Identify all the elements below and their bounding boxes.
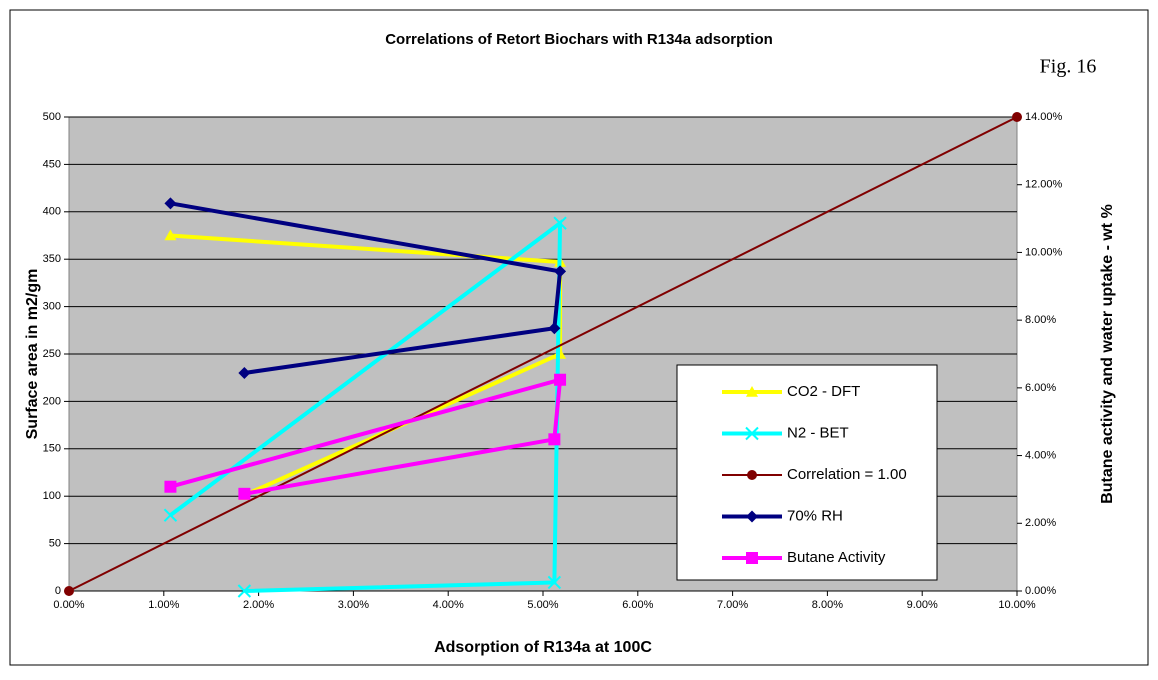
legend-marker: [747, 470, 757, 480]
marker: [163, 508, 178, 522]
marker: [164, 197, 177, 210]
chart-title: Correlations of Retort Biochars with R13…: [385, 31, 773, 48]
legend-label: N2 - BET: [787, 424, 849, 441]
x-tick-label: 0.00%: [53, 599, 84, 611]
marker: [238, 487, 251, 500]
marker: [64, 586, 74, 596]
y2-tick-label: 4.00%: [1025, 449, 1056, 461]
marker: [164, 480, 177, 493]
y-tick-label: 50: [49, 538, 61, 550]
y-tick-label: 200: [43, 395, 61, 407]
marker: [554, 373, 567, 386]
x-tick-label: 1.00%: [148, 599, 179, 611]
legend-marker: [746, 386, 758, 397]
y2-tick-label: 0.00%: [1025, 585, 1056, 597]
y2-axis-label: Butane activity and water uptake - wt %: [1099, 204, 1116, 504]
series-line: [68, 116, 1018, 592]
x-tick-label: 6.00%: [622, 599, 653, 611]
y-tick-label: 250: [43, 348, 61, 360]
marker: [547, 575, 562, 590]
legend-label: Correlation = 1.00: [787, 466, 907, 483]
marker: [554, 265, 567, 278]
legend-label: Butane Activity: [787, 549, 886, 566]
legend-marker: [745, 426, 759, 441]
legend-label: 70% RH: [787, 507, 843, 524]
marker: [1012, 112, 1022, 122]
x-tick-label: 8.00%: [812, 599, 843, 611]
legend-marker: [746, 510, 758, 523]
legend-label: CO2 - DFT: [787, 383, 860, 400]
y2-tick-label: 14.00%: [1025, 111, 1063, 123]
y-tick-label: 0: [55, 585, 61, 597]
x-tick-label: 2.00%: [243, 599, 274, 611]
legend-marker: [746, 552, 758, 564]
x-tick-label: 9.00%: [907, 599, 938, 611]
x-tick-label: 3.00%: [338, 599, 369, 611]
y-tick-label: 500: [43, 111, 61, 123]
x-tick-label: 4.00%: [433, 599, 464, 611]
annotation: Fig. 16: [1040, 56, 1097, 78]
y-axis-label: Surface area in m2/gm: [24, 269, 41, 440]
y2-tick-label: 8.00%: [1025, 314, 1056, 326]
y2-tick-label: 10.00%: [1025, 246, 1063, 258]
series-line: [170, 201, 563, 375]
marker: [164, 229, 177, 241]
x-tick-label: 10.00%: [998, 599, 1036, 611]
y-tick-label: 450: [43, 158, 61, 170]
marker: [553, 216, 567, 230]
y-tick-label: 400: [43, 206, 61, 218]
y2-tick-label: 6.00%: [1025, 382, 1056, 394]
y-tick-label: 100: [43, 490, 61, 502]
x-tick-label: 7.00%: [717, 599, 748, 611]
x-tick-label: 5.00%: [527, 599, 558, 611]
marker: [238, 366, 251, 379]
y-tick-label: 300: [43, 301, 61, 313]
x-axis-label: Adsorption of R134a at 100C: [434, 639, 652, 656]
y2-tick-label: 2.00%: [1025, 517, 1056, 529]
y-tick-label: 350: [43, 253, 61, 265]
marker: [548, 322, 561, 335]
marker: [237, 584, 252, 598]
y2-tick-label: 12.00%: [1025, 179, 1063, 191]
series-line: [169, 377, 563, 496]
marker: [548, 433, 561, 446]
y-tick-label: 150: [43, 443, 61, 455]
legend-box: [676, 364, 938, 581]
